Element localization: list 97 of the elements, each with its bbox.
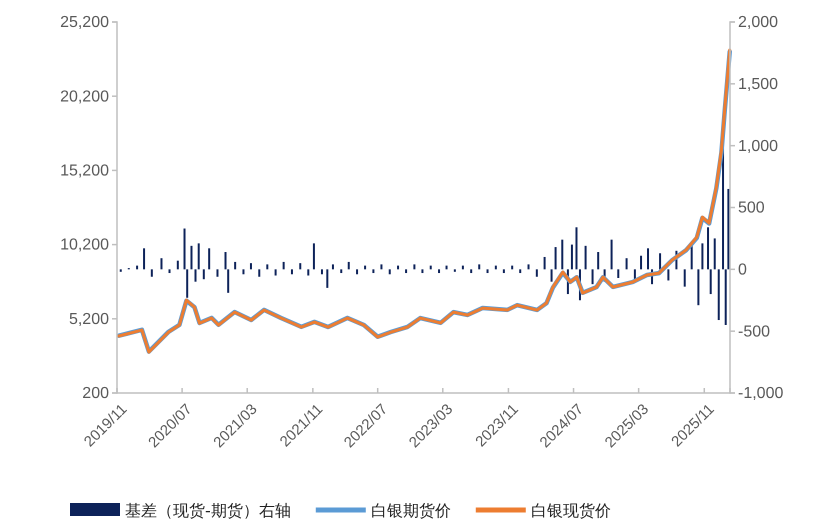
bar [486,269,489,274]
y2-tick-label: 2,000 [738,14,778,32]
bar [659,253,662,270]
bar [274,269,277,276]
bar [640,256,642,270]
bar [312,243,315,270]
legend-label: 基差（现货-期货）右轴 [125,501,291,520]
bar [634,269,636,280]
bar [356,269,358,274]
bar [250,263,252,270]
y-tick-label: 25,200 [60,14,110,32]
y2-tick-label: -1,000 [738,385,784,402]
bar [307,269,310,276]
bar [150,269,153,277]
bar [727,188,730,270]
y2-tick-label: 0 [738,261,747,278]
bar [667,269,670,280]
bar [184,228,186,270]
bar [143,248,146,270]
bar [446,266,448,270]
bar [242,269,244,274]
bar [592,269,594,284]
bar [470,269,472,274]
y2-tick-label: -500 [738,323,770,340]
y2-tick-label: 1,500 [738,76,778,93]
y-tick-label: 5,200 [68,310,110,328]
bar [714,238,716,270]
bar [561,240,564,270]
bar [421,269,424,274]
bar [528,264,530,270]
y-tick-label: 15,200 [60,162,110,180]
bar [405,269,408,274]
bar [190,246,192,270]
bar [554,247,557,270]
y-tick-label: 200 [82,385,110,402]
bar [701,243,704,270]
bar [282,262,285,270]
bar [332,264,334,270]
bar [234,262,236,270]
bar [626,258,628,270]
bar [208,248,210,270]
bar [299,263,302,270]
bar [168,269,171,274]
y-tick-label: 20,200 [60,88,110,106]
bar [388,269,391,274]
y2-tick-label: 500 [738,200,765,217]
bar [372,269,374,274]
bar [290,269,293,274]
bar [710,269,712,294]
bar [707,227,710,270]
bar [617,269,620,278]
bar [519,269,522,274]
bar [494,266,497,270]
bar [454,269,456,272]
bar [584,246,587,270]
bar [544,256,546,270]
bar [258,269,260,277]
bar [120,269,122,272]
bar [575,227,578,270]
bar [320,269,323,274]
bar [136,266,138,270]
bar [194,269,196,282]
bar [697,269,700,306]
bar [724,269,727,325]
bar [462,266,464,270]
bar [160,258,162,270]
bar [597,252,600,270]
bar [224,252,227,270]
bar [216,269,218,277]
bar [413,264,416,270]
bar [364,266,366,270]
bar [176,260,179,270]
bar [202,269,205,280]
bar [718,269,720,320]
bar [502,269,505,274]
bar [380,264,382,270]
bar [610,240,613,270]
bar [430,266,432,270]
bar [266,264,268,270]
bar [478,264,480,270]
bar [186,269,188,298]
bar [227,269,230,293]
legend-label: 白银现货价 [530,501,611,520]
bar [550,269,553,282]
bar [340,269,342,274]
y2-tick-label: 1,000 [738,138,778,155]
bar [326,269,328,288]
bar [647,248,650,270]
bar [438,269,440,274]
bar [348,262,350,270]
y-tick-label: 10,200 [60,236,110,254]
bar [570,244,573,270]
bar [198,243,200,270]
bar [397,266,400,270]
bar [684,269,686,287]
bar [536,269,538,277]
legend-label: 白银期货价 [370,501,451,520]
